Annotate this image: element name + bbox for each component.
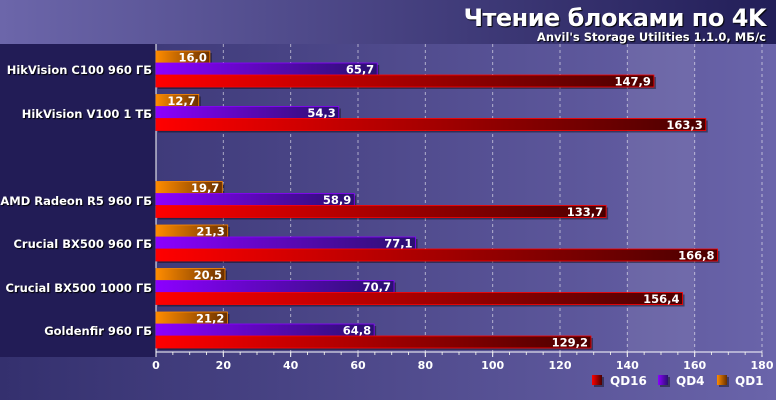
data-label: 166,8 [678,249,714,263]
data-label: 147,9 [615,75,651,89]
category-label: HikVision V100 1 ТБ [21,106,152,121]
data-label: 77,1 [384,237,412,251]
legend-label: QD4 [676,374,705,388]
x-tick-label: 20 [216,359,232,372]
category-label: AMD Radeon R5 960 ГБ [0,193,152,208]
x-tick-label: 60 [350,359,366,372]
category-label: Crucial BX500 1000 ГБ [5,280,152,295]
x-tick-label: 140 [616,359,639,372]
category-label: HikVision C100 960 ГБ [6,63,152,77]
data-label: 21,3 [196,225,224,239]
x-tick-label: 100 [481,359,504,372]
category-panel [0,44,156,357]
data-label: 21,2 [196,312,224,326]
data-label: 20,5 [194,268,222,282]
bar-qd4 [155,236,416,250]
category-label: Goldenfir 960 ГБ [44,324,152,338]
legend-swatch-qd4 [658,375,668,385]
data-label: 133,7 [567,205,603,219]
x-tick-label: 160 [683,359,706,372]
bar-qd16 [155,292,683,305]
x-tick-label: 0 [152,359,160,372]
data-label: 16,0 [178,51,206,65]
data-label: 58,9 [323,193,351,207]
legend-label: QD1 [735,374,764,388]
bar-qd16 [155,335,592,349]
chart-title: Чтение блоками по 4K [463,4,767,32]
category-label: Crucial BX500 960 ГБ [13,237,152,251]
header-band [0,0,776,44]
bar-qd4 [155,62,378,76]
bar-qd4 [155,280,395,293]
data-label: 156,4 [643,292,679,306]
x-tick-label: 80 [418,359,434,372]
legend-label: QD16 [610,374,647,388]
bar-qd16 [155,74,655,88]
x-tick-label: 180 [751,359,774,372]
data-label: 129,2 [552,336,588,350]
bar-qd16 [155,118,707,131]
data-label: 54,3 [307,106,335,120]
legend-swatch-qd1 [717,375,727,385]
bar-qd16 [155,248,718,262]
data-label: 65,7 [346,63,374,77]
data-label: 163,3 [666,118,702,132]
bar-qd16 [155,205,607,218]
data-label: 19,7 [191,181,219,195]
data-label: 64,8 [343,324,371,338]
chart-subtitle: Anvil's Storage Utilities 1.1.0, МБ/с [536,30,766,44]
data-label: 70,7 [363,280,391,294]
data-label: 12,7 [167,94,195,108]
bar-qd4 [155,323,375,337]
x-tick-label: 40 [283,359,299,372]
x-tick-label: 120 [549,359,572,372]
legend-swatch-qd16 [592,375,602,385]
